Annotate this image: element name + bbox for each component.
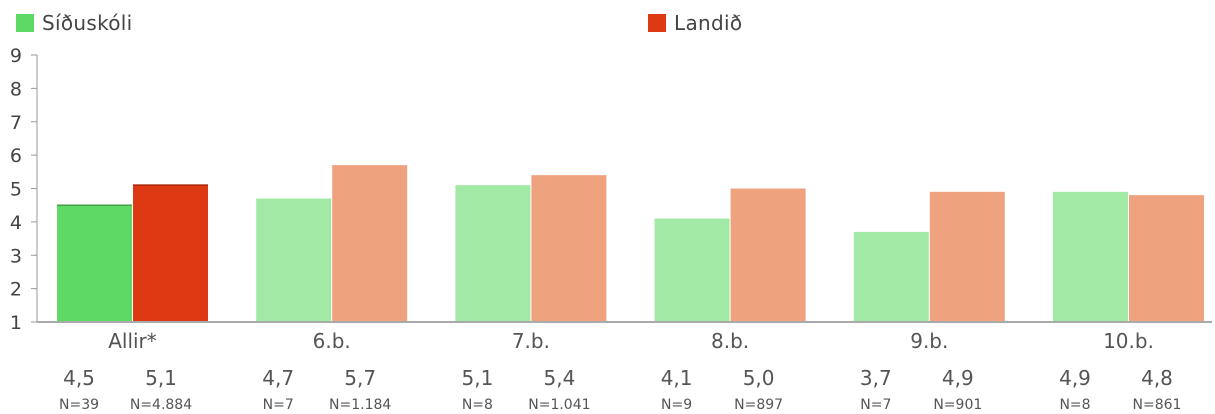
n-label: N=897 [734, 397, 783, 413]
legend-item-siduskoli: Síðuskóli [16, 10, 133, 36]
legend-swatch-landid [648, 14, 666, 32]
y-tick-label: 5 [10, 179, 22, 201]
n-label: N=39 [59, 397, 99, 413]
y-tick-label: 6 [10, 145, 22, 167]
n-label: N=1.184 [329, 397, 391, 413]
bar-landid [133, 185, 208, 322]
y-tick-label: 3 [10, 245, 22, 267]
n-label: N=8 [462, 397, 493, 413]
value-label: 5,7 [344, 366, 376, 390]
value-label: 3,7 [860, 366, 892, 390]
value-label: 5,0 [743, 366, 775, 390]
legend-label-siduskoli: Síðuskóli [42, 11, 133, 35]
value-label: 4,7 [262, 366, 294, 390]
bar-landid [1129, 195, 1204, 322]
n-label: N=7 [263, 397, 294, 413]
value-label: 5,1 [461, 366, 493, 390]
value-label: 4,5 [63, 366, 95, 390]
category-label: 9.b. [910, 329, 948, 353]
value-label: 4,9 [942, 366, 974, 390]
value-label: 5,4 [543, 366, 575, 390]
y-tick-label: 8 [10, 78, 22, 100]
legend-item-landid: Landið [648, 10, 742, 36]
n-label: N=9 [661, 397, 692, 413]
category-label: 8.b. [711, 329, 749, 353]
bar-siduskoli [455, 185, 531, 322]
y-tick-label: 4 [10, 212, 22, 234]
category-label: Allir* [108, 329, 157, 353]
y-tick-label: 9 [10, 45, 22, 67]
n-label: N=7 [860, 397, 891, 413]
n-label: N=8 [1059, 397, 1090, 413]
bar-landid [929, 191, 1005, 322]
category-label: 10.b. [1103, 329, 1154, 353]
bar-siduskoli [654, 218, 730, 322]
value-label: 5,1 [145, 366, 177, 390]
value-label: 4,9 [1059, 366, 1091, 390]
y-tick-label: 2 [10, 279, 22, 301]
bar-siduskoli [853, 231, 929, 322]
bar-landid [531, 175, 607, 322]
legend-label-landid: Landið [674, 11, 743, 35]
value-label: 4,1 [661, 366, 693, 390]
legend-swatch-siduskoli [16, 14, 34, 32]
n-label: N=901 [933, 397, 982, 413]
value-label: 4,8 [1141, 366, 1173, 390]
y-tick-label: 7 [10, 112, 22, 134]
n-label: N=861 [1133, 397, 1182, 413]
bar-siduskoli [57, 205, 132, 322]
bar-landid [332, 165, 408, 322]
bar-landid [730, 188, 806, 322]
category-label: 7.b. [512, 329, 550, 353]
category-label: 6.b. [313, 329, 351, 353]
bar-siduskoli [256, 198, 332, 322]
n-label: N=1.041 [528, 397, 590, 413]
n-label: N=4.884 [130, 397, 192, 413]
y-tick-label: 1 [10, 312, 22, 334]
bar-siduskoli [1053, 191, 1128, 322]
